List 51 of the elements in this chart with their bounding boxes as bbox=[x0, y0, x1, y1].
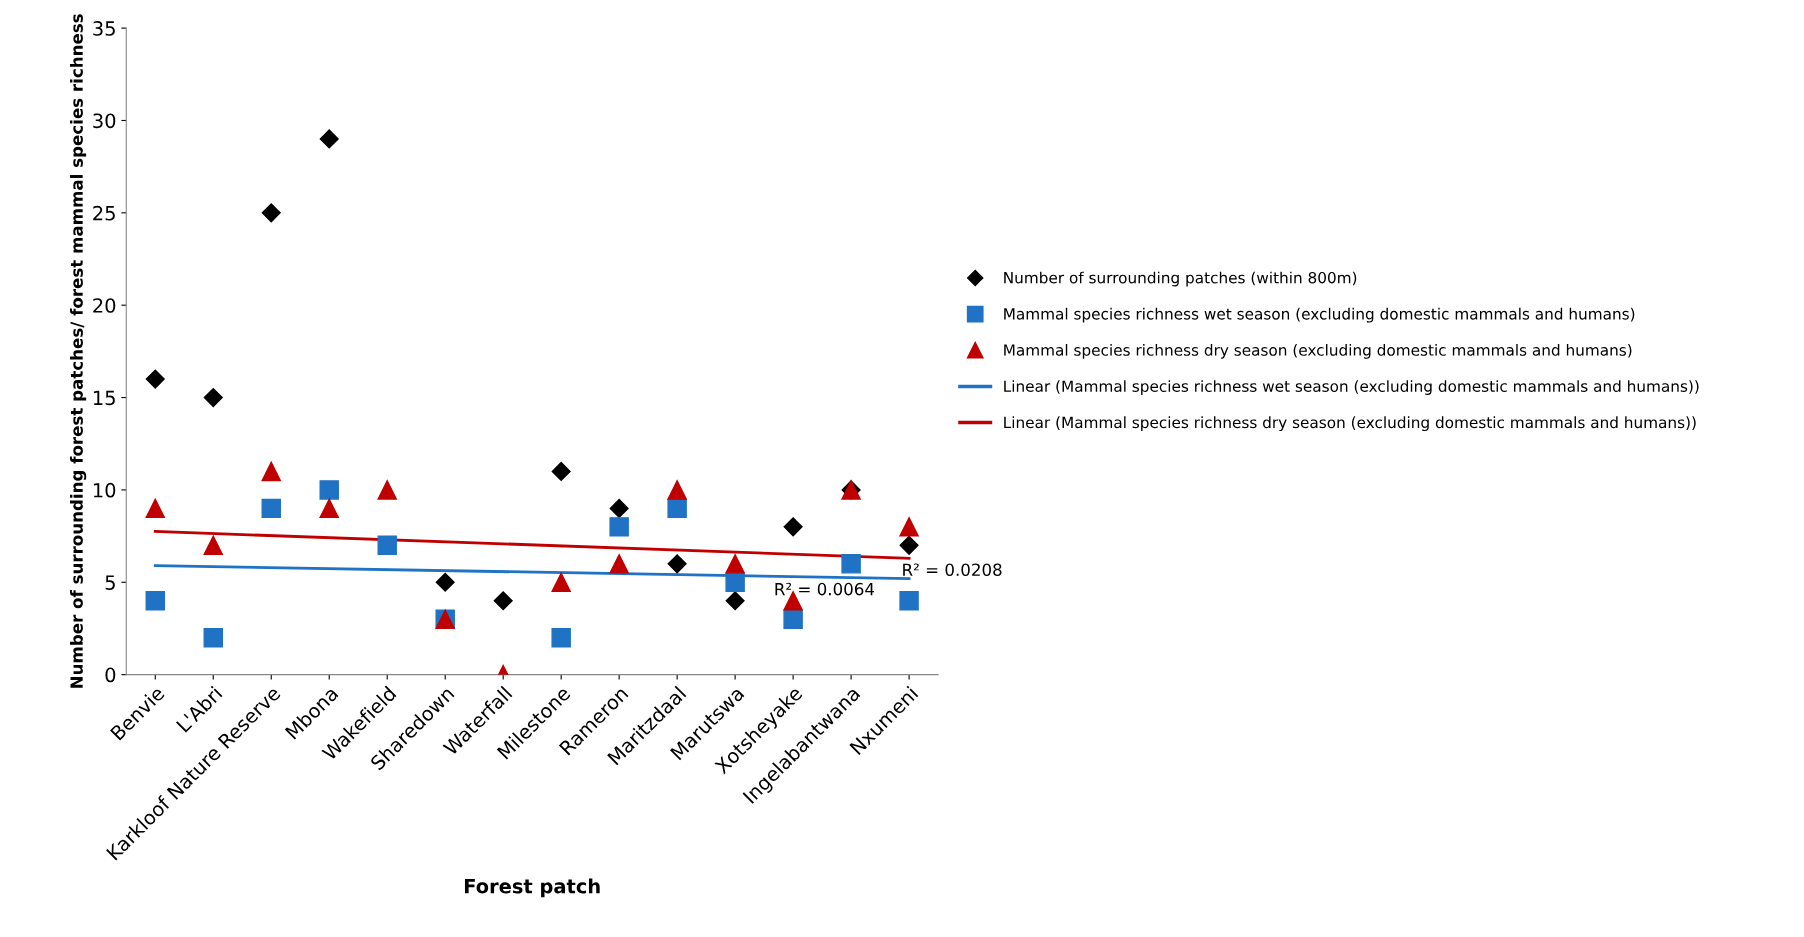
legend-label: Mammal species richness dry season (excluding domestic mammals and humans) bbox=[1004, 343, 1632, 359]
y-tick-label: 30 bbox=[93, 113, 116, 129]
point bbox=[551, 572, 571, 593]
legend-label: Number of surrounding patches (within 800m) bbox=[1004, 271, 1357, 287]
point bbox=[203, 388, 223, 408]
point bbox=[145, 591, 165, 611]
point bbox=[203, 627, 223, 648]
annotation: R² = 0.0208 bbox=[903, 563, 1002, 577]
point bbox=[609, 554, 629, 574]
point bbox=[667, 554, 687, 574]
y-axis-title: Number of surrounding forest patches/ forest mammal species richness bbox=[70, 14, 87, 688]
y-tick-label: 25 bbox=[93, 205, 115, 221]
point bbox=[609, 498, 629, 518]
point bbox=[667, 498, 687, 519]
point bbox=[783, 517, 803, 537]
point bbox=[145, 498, 165, 519]
point bbox=[377, 480, 397, 500]
point bbox=[551, 627, 571, 648]
point bbox=[261, 461, 281, 482]
point bbox=[145, 369, 165, 389]
point bbox=[435, 572, 455, 592]
point bbox=[319, 480, 339, 500]
point bbox=[899, 591, 919, 611]
point bbox=[783, 609, 803, 629]
point bbox=[609, 517, 629, 537]
y-tick-label: 10 bbox=[93, 482, 116, 498]
y-tick-label: 15 bbox=[93, 390, 115, 406]
point bbox=[899, 517, 919, 537]
legend-label: Linear (Mammal species richness wet season (excluding domestic mammals and humans)) bbox=[1004, 380, 1699, 395]
x-axis-title: Forest patch bbox=[464, 878, 600, 898]
legend-label: Mammal species richness wet season (excluding domestic mammals and humans) bbox=[1004, 307, 1635, 323]
point bbox=[493, 591, 513, 611]
y-tick-label: 20 bbox=[93, 298, 116, 313]
point bbox=[551, 461, 571, 481]
point bbox=[319, 498, 339, 519]
point bbox=[725, 554, 745, 574]
y-tick-label: 5 bbox=[105, 575, 115, 590]
point bbox=[841, 554, 861, 574]
point bbox=[667, 480, 687, 500]
point bbox=[203, 535, 223, 556]
point bbox=[725, 591, 745, 611]
point bbox=[261, 203, 281, 223]
point bbox=[261, 498, 281, 519]
y-tick-label: 35 bbox=[93, 21, 115, 36]
y-tick-label: 0 bbox=[105, 667, 116, 683]
point bbox=[725, 572, 745, 593]
annotation: R² = 0.0064 bbox=[775, 582, 875, 596]
point bbox=[377, 535, 397, 556]
legend-label: Linear (Mammal species richness dry season (excluding domestic mammals and humans)) bbox=[1004, 416, 1696, 432]
point bbox=[319, 129, 339, 149]
point bbox=[899, 535, 919, 555]
